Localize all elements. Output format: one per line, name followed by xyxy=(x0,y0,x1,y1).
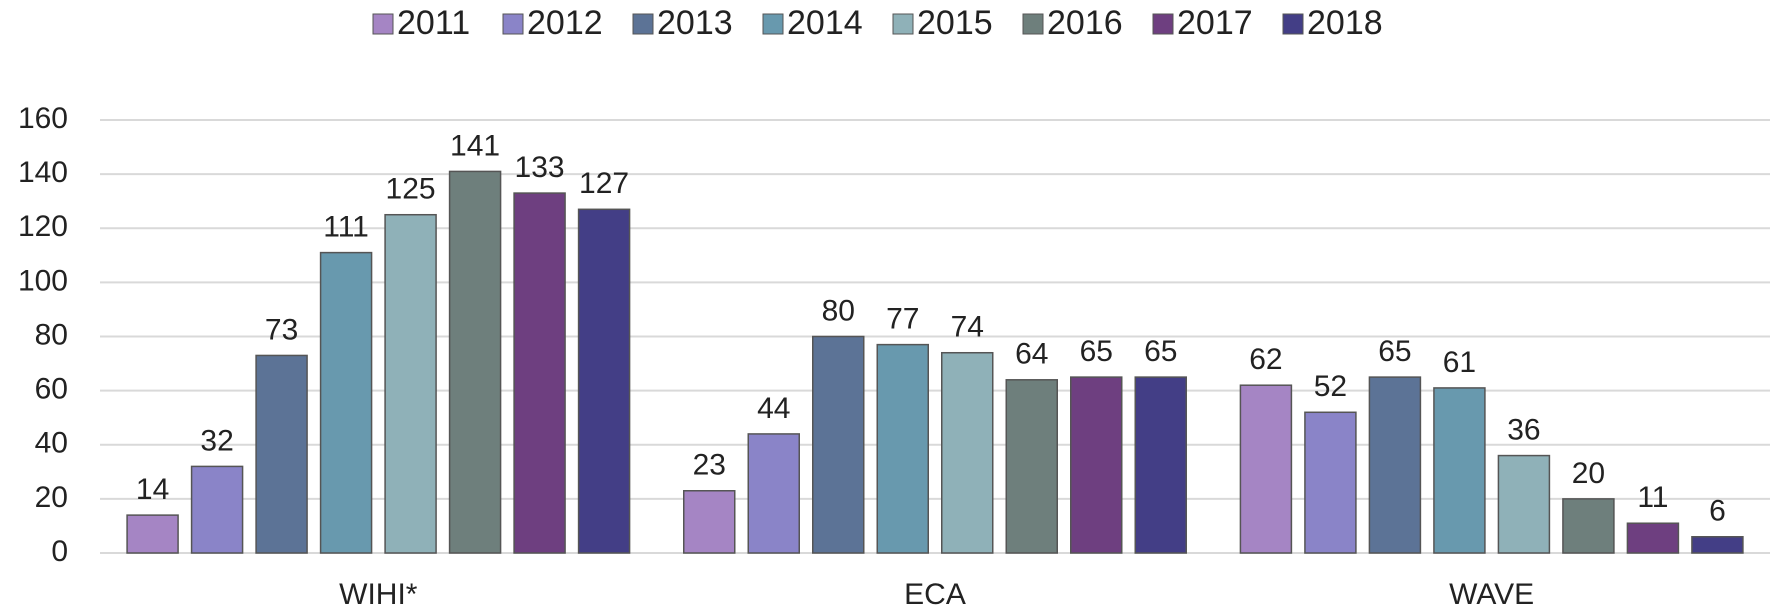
legend-label: 2012 xyxy=(527,4,603,42)
bar xyxy=(384,213,437,554)
legend-swatch xyxy=(1282,13,1304,35)
x-tick-label: WIHI* xyxy=(339,578,418,611)
bar xyxy=(126,514,179,554)
bar xyxy=(941,351,994,554)
y-tick-label: 20 xyxy=(35,481,68,514)
data-label: 64 xyxy=(1015,338,1048,371)
legend-label: 2015 xyxy=(917,4,993,42)
data-label: 32 xyxy=(200,424,233,457)
data-label: 20 xyxy=(1572,457,1605,490)
legend-swatch xyxy=(502,13,524,35)
y-tick-label: 140 xyxy=(18,156,68,189)
y-tick-label: 120 xyxy=(18,210,68,243)
y-tick-label: 40 xyxy=(35,427,68,460)
data-label: 65 xyxy=(1144,335,1177,368)
bar xyxy=(1070,376,1123,554)
y-tick-label: 100 xyxy=(18,264,68,297)
data-label: 133 xyxy=(515,151,565,184)
bar xyxy=(1562,498,1615,554)
data-label: 80 xyxy=(822,294,855,327)
bar xyxy=(1433,387,1486,554)
legend-swatch xyxy=(892,13,914,35)
bar xyxy=(577,208,631,554)
legend-label: 2014 xyxy=(787,4,863,42)
legend-label: 2018 xyxy=(1307,4,1383,42)
bar xyxy=(1005,379,1058,554)
y-tick-label: 160 xyxy=(18,102,68,135)
bar xyxy=(812,335,865,554)
data-label: 23 xyxy=(693,449,726,482)
data-label: 74 xyxy=(951,311,984,344)
y-tick-label: 60 xyxy=(35,373,68,406)
data-label: 44 xyxy=(757,392,790,425)
x-tick-label: ECA xyxy=(904,578,966,611)
bar xyxy=(190,465,244,554)
data-label: 65 xyxy=(1378,335,1411,368)
bar xyxy=(1497,454,1551,554)
data-label: 77 xyxy=(886,303,919,336)
y-tick-label: 80 xyxy=(35,318,68,351)
bar xyxy=(319,251,373,554)
legend-label: 2016 xyxy=(1047,4,1123,42)
data-label: 73 xyxy=(265,313,298,346)
data-label: 61 xyxy=(1443,346,1476,379)
bar xyxy=(747,433,800,554)
data-label: 52 xyxy=(1314,370,1347,403)
bar xyxy=(1134,376,1187,554)
bar xyxy=(1239,384,1293,554)
legend-swatch xyxy=(372,13,394,35)
data-label: 62 xyxy=(1249,343,1282,376)
bar xyxy=(1691,536,1744,554)
data-label: 14 xyxy=(136,473,169,506)
y-tick-label: 0 xyxy=(51,535,68,568)
bar xyxy=(683,490,736,554)
bar xyxy=(448,170,502,554)
data-label: 127 xyxy=(579,167,629,200)
data-label: 125 xyxy=(386,173,436,206)
data-label: 65 xyxy=(1080,335,1113,368)
bar xyxy=(1626,522,1680,554)
legend-swatch xyxy=(1152,13,1174,35)
legend-label: 2017 xyxy=(1177,4,1253,42)
data-label: 141 xyxy=(450,129,500,162)
data-label: 6 xyxy=(1709,495,1726,528)
data-label: 11 xyxy=(1637,481,1668,514)
bar xyxy=(513,192,566,554)
x-tick-label: WAVE xyxy=(1449,578,1534,611)
legend-label: 2013 xyxy=(657,4,733,42)
legend-swatch xyxy=(762,13,784,35)
bar xyxy=(255,354,308,554)
legend-label: 2011 xyxy=(397,4,470,42)
bar xyxy=(876,343,929,554)
data-label: 111 xyxy=(323,211,369,244)
legend-swatch xyxy=(632,13,654,35)
data-label: 36 xyxy=(1507,413,1540,446)
bar xyxy=(1368,376,1422,554)
legend-swatch xyxy=(1022,13,1044,35)
bar xyxy=(1304,411,1357,554)
